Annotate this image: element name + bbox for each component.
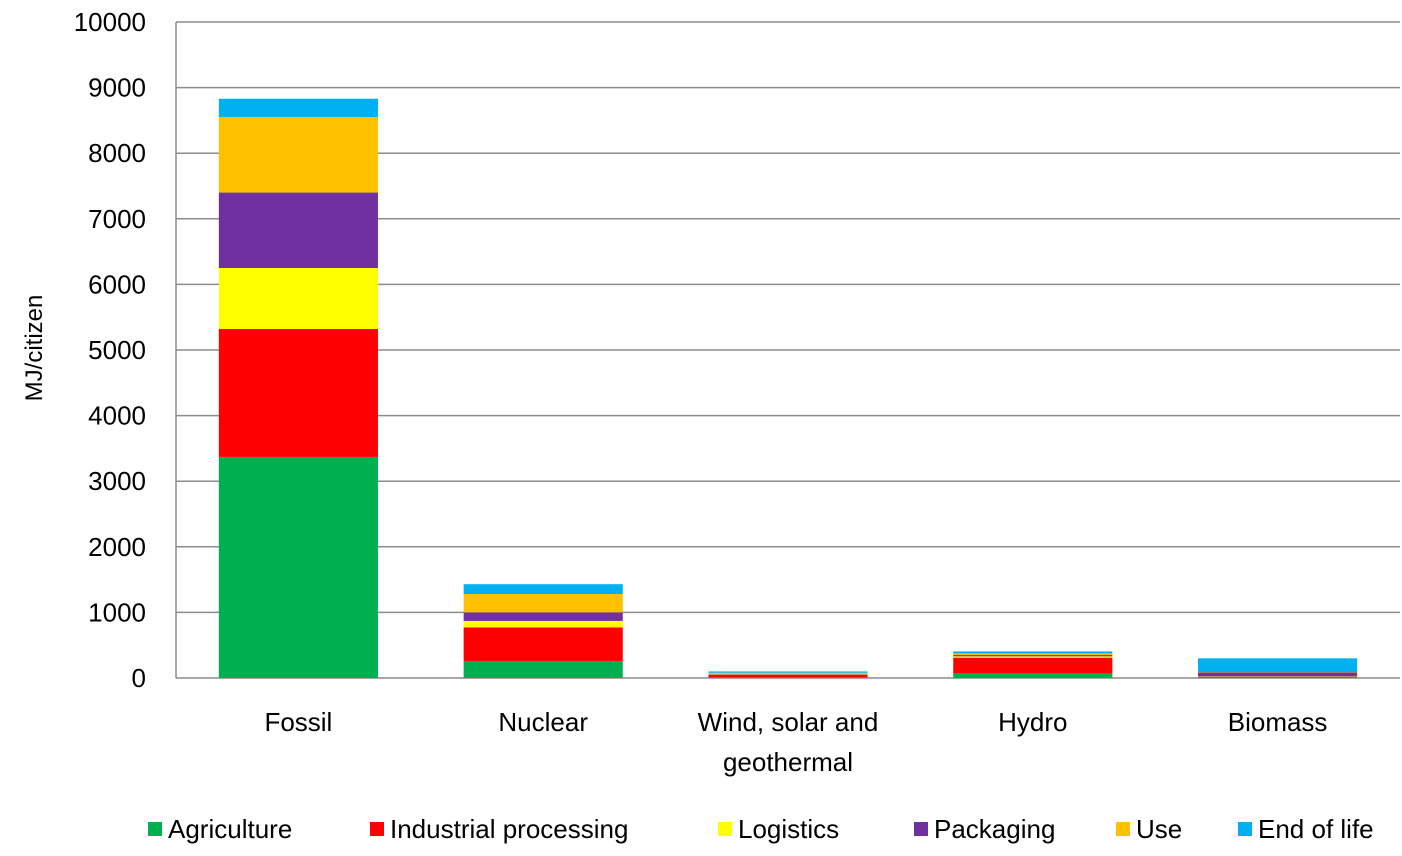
bars xyxy=(218,98,1358,678)
bar-segment xyxy=(463,594,623,613)
legend-swatch xyxy=(1116,822,1130,836)
bar-segment xyxy=(218,268,378,330)
bar-segment xyxy=(708,674,868,678)
legend-label: End of life xyxy=(1258,814,1374,844)
legend-swatch xyxy=(914,822,928,836)
x-category-label: Hydro xyxy=(998,707,1067,737)
bar-segment xyxy=(708,677,868,678)
bar-segment xyxy=(463,620,623,628)
legend-label: Agriculture xyxy=(168,814,292,844)
x-axis-categories: Fossil Nuclear Wind, solar and geothermal Hy… xyxy=(264,707,1327,777)
bar-segment xyxy=(708,672,868,675)
bar-segment xyxy=(463,660,623,678)
y-tick-label: 7000 xyxy=(88,204,146,234)
y-axis-label: MJ/citizen xyxy=(21,295,48,402)
legend-label: Use xyxy=(1136,814,1182,844)
y-tick-label: 5000 xyxy=(88,335,146,365)
y-tick-label: 1000 xyxy=(88,597,146,627)
y-tick-label: 3000 xyxy=(88,466,146,496)
bar-segment xyxy=(953,655,1113,657)
legend-label: Logistics xyxy=(738,814,839,844)
legend-swatch xyxy=(1238,822,1252,836)
bar-segment xyxy=(463,627,623,661)
bar-segment xyxy=(218,456,378,678)
bar-segment xyxy=(1198,677,1358,678)
legend-swatch xyxy=(148,822,162,836)
bar-segment xyxy=(218,117,378,193)
bar-segment xyxy=(463,612,623,621)
y-tick-label: 0 xyxy=(132,663,146,693)
bar-segment xyxy=(953,673,1113,678)
bar-segment xyxy=(953,657,1113,674)
bar-segment xyxy=(218,192,378,268)
legend: Agriculture Industrial processing Logistic… xyxy=(148,814,1374,844)
bar-segment xyxy=(463,584,623,595)
bar-segment xyxy=(953,656,1113,658)
legend-label: Industrial processing xyxy=(390,814,628,844)
legend-swatch xyxy=(370,822,384,836)
legend-label: Packaging xyxy=(934,814,1055,844)
gridlines xyxy=(175,21,1400,679)
y-tick-label: 8000 xyxy=(88,138,146,168)
bar-segment xyxy=(218,98,378,118)
x-category-label: Fossil xyxy=(264,707,332,737)
y-axis-ticks: 0 1000 2000 3000 4000 5000 6000 7000 8000 9000 100… xyxy=(74,7,146,693)
bar-segment xyxy=(708,671,868,673)
x-category-label: Nuclear xyxy=(498,707,588,737)
x-category-label: Biomass xyxy=(1228,707,1328,737)
y-tick-label: 6000 xyxy=(88,269,146,299)
bar-segment xyxy=(1198,676,1358,678)
y-tick-label: 4000 xyxy=(88,401,146,431)
y-tick-label: 10000 xyxy=(74,7,146,37)
y-tick-label: 9000 xyxy=(88,73,146,103)
legend-swatch xyxy=(718,822,732,836)
bar-segment xyxy=(1198,672,1358,677)
bar-segment xyxy=(953,653,1113,656)
y-tick-label: 2000 xyxy=(88,532,146,562)
bar-segment xyxy=(218,329,378,457)
x-category-label: Wind, solar and geothermal xyxy=(698,707,879,777)
bar-segment xyxy=(1198,658,1358,673)
bar-segment xyxy=(953,651,1113,654)
